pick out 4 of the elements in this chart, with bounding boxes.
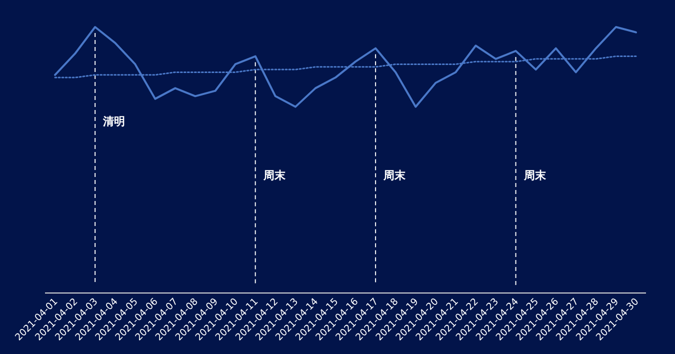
ref-line-label: 清明 [102,115,126,128]
ref-line-label: 周末 [262,169,286,182]
ref-line-label: 周末 [522,169,547,182]
ref-line-label: 周末 [382,169,407,182]
